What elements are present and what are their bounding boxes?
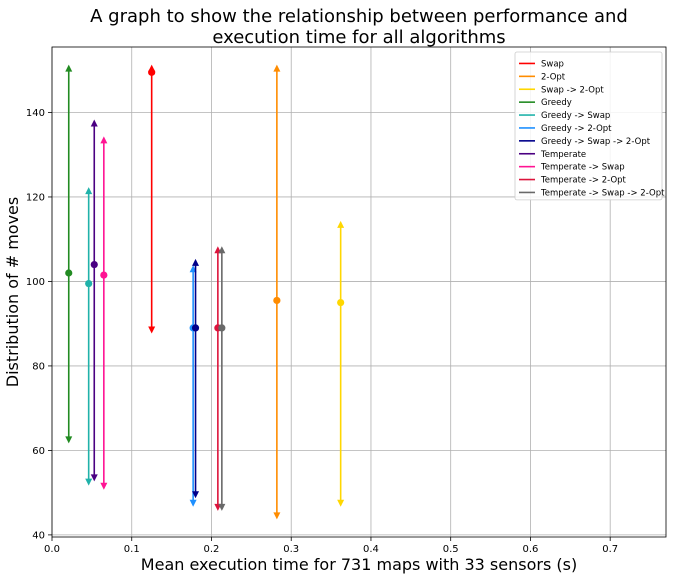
legend-entry: Swap -> 2-Opt <box>541 85 604 95</box>
legend-entry: Greedy -> Swap <box>541 111 610 121</box>
legend-entry: 2-Opt <box>541 72 566 82</box>
legend-entry: Swap <box>541 59 564 69</box>
mean-point <box>337 298 345 307</box>
max-marker <box>192 258 200 266</box>
min-marker <box>192 491 200 499</box>
x-tick-label: 0.3 <box>283 544 299 555</box>
max-marker <box>273 64 281 72</box>
x-tick-label: 0.4 <box>363 544 379 555</box>
min-marker <box>65 436 73 444</box>
x-tick-label: 0.2 <box>204 544 220 555</box>
min-marker <box>100 482 108 490</box>
legend-entry: Temperate <box>540 150 586 160</box>
mean-point <box>273 296 281 305</box>
mean-point <box>65 269 73 277</box>
series-temperate <box>90 119 98 482</box>
mean-point <box>90 260 98 269</box>
y-axis-label: Distribution of # moves <box>3 197 22 387</box>
min-marker <box>189 499 197 507</box>
y-tick-label: 40 <box>32 530 45 541</box>
min-marker <box>218 503 226 511</box>
max-marker <box>337 220 345 228</box>
legend-entry: Temperate -> Swap -> 2-Opt <box>540 188 665 198</box>
y-tick-label: 140 <box>26 108 45 119</box>
series-temperate-2-opt <box>214 246 222 511</box>
y-tick-label: 60 <box>32 446 45 457</box>
series-2-opt <box>273 64 281 520</box>
legend-entry: Temperate -> Swap <box>540 163 625 173</box>
plot-area-frame <box>51 46 667 538</box>
max-marker <box>65 64 73 72</box>
max-marker <box>218 246 226 254</box>
series-swap <box>148 64 156 334</box>
x-tick-label: 0.6 <box>522 544 538 555</box>
min-marker <box>273 512 281 520</box>
x-axis-label: Mean execution time for 731 maps with 33… <box>141 555 577 574</box>
series-greedy-swap <box>85 187 93 486</box>
min-marker <box>85 478 93 486</box>
series-swap-2-opt <box>337 220 345 507</box>
series-greedy <box>65 64 73 444</box>
mean-point <box>191 324 200 332</box>
max-marker <box>100 136 108 144</box>
series-temperate-swap-2-opt <box>218 246 226 511</box>
legend-entry: Greedy <box>541 98 572 108</box>
max-marker <box>90 119 98 127</box>
legend-box <box>514 51 663 201</box>
x-tick-label: 0.0 <box>44 544 60 555</box>
axis-ticks: 0.0 0.1 0.2 0.3 0.4 0.5 0.6 0.7 40 60 80 100 120 140 <box>26 108 618 555</box>
series-temperate-swap <box>100 136 108 490</box>
chart-title-line2: execution time for all algorithms <box>212 27 505 48</box>
legend-entry: Greedy -> 2-Opt <box>541 124 612 134</box>
y-tick-label: 100 <box>26 277 45 288</box>
mean-point <box>100 271 108 279</box>
data-series <box>65 64 345 520</box>
y-tick-label: 120 <box>26 192 45 203</box>
min-marker <box>337 499 345 507</box>
chart-title-line1: A graph to show the relationship between… <box>90 6 628 27</box>
min-marker <box>90 474 98 482</box>
y-tick-label: 80 <box>32 361 45 372</box>
max-marker <box>85 187 93 195</box>
legend-entry: Greedy -> Swap -> 2-Opt <box>541 137 651 147</box>
series-greedy-swap-2-opt <box>191 258 200 499</box>
mean-point <box>218 324 226 332</box>
mean-point <box>148 68 156 76</box>
mean-point <box>85 279 93 288</box>
x-tick-label: 0.1 <box>124 544 140 555</box>
legend-entry: Temperate -> 2-Opt <box>540 176 627 186</box>
min-marker <box>148 326 156 334</box>
x-tick-label: 0.7 <box>602 544 618 555</box>
x-tick-label: 0.5 <box>443 544 459 555</box>
legend: Swap 2-Opt Swap -> 2-Opt Greedy Greedy -> Sw… <box>514 51 665 201</box>
